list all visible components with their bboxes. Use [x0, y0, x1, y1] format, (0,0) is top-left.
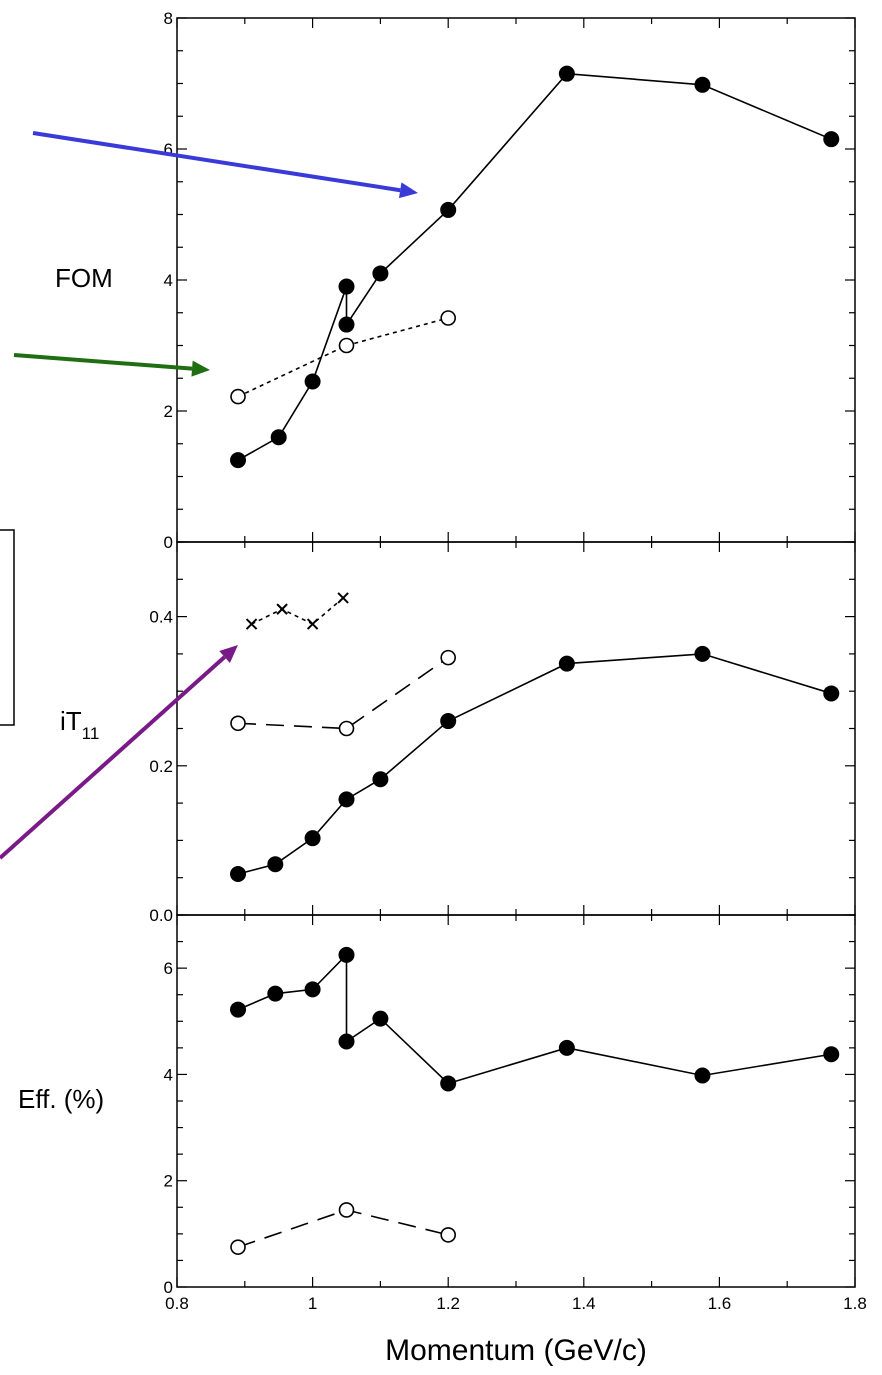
y-tick-label: 6 — [164, 140, 173, 159]
data-point-cross — [337, 592, 349, 604]
arrow-head — [219, 645, 238, 663]
data-point-open — [338, 720, 355, 737]
data-point-filled — [304, 830, 321, 847]
y-tick-label: 2 — [164, 402, 173, 421]
data-point-filled — [440, 201, 457, 218]
data-point-filled — [372, 1010, 389, 1027]
data-point-filled — [558, 655, 575, 672]
panel-1: 0 2 4 6 8 FOM — [55, 9, 856, 552]
arrow-shaft — [0, 655, 226, 860]
data-point-filled — [304, 373, 321, 390]
purple-arrow — [0, 645, 238, 860]
green-arrow — [13, 353, 210, 377]
y-tick-label: 0.4 — [149, 608, 173, 627]
panel-2: 0.0 0.2 0.4 iT11 — [60, 541, 856, 925]
arrow-head — [398, 182, 418, 199]
data-point-filled — [338, 946, 355, 963]
cross-stroke — [276, 603, 288, 615]
series-line — [237, 952, 832, 1085]
data-point-filled — [558, 1039, 575, 1056]
blue-arrow — [32, 131, 418, 199]
data-point-open — [338, 337, 355, 354]
x-tick-label: 1 — [308, 1294, 317, 1313]
plot-frame — [176, 914, 856, 1288]
data-point-filled — [558, 65, 575, 82]
cross-stroke — [245, 618, 258, 630]
data-point-filled — [267, 856, 284, 873]
data-point-filled — [230, 865, 247, 882]
y-tick-label: 0 — [164, 533, 173, 552]
data-point-cross — [245, 618, 258, 630]
x-tick-label: 1.4 — [572, 1294, 596, 1313]
y-tick-label: 0 — [164, 1278, 173, 1297]
data-point-open — [230, 1239, 246, 1255]
data-point-cross — [276, 603, 288, 615]
series-line — [237, 653, 832, 875]
data-point-open — [440, 649, 457, 666]
data-point-filled — [230, 1001, 247, 1018]
panel-3: 0 2 4 6 Eff. (%) 0.8 1 1.2 1.4 1.6 1.8 Momentum (Ge… — [18, 914, 867, 1367]
data-point-filled — [372, 265, 389, 282]
data-point-open — [440, 310, 457, 326]
series-line — [251, 597, 344, 626]
data-point-filled — [823, 685, 840, 702]
y-tick-label: 2 — [164, 1172, 173, 1191]
data-point-filled — [694, 645, 711, 662]
data-point-filled — [823, 131, 840, 148]
arrow-shaft — [13, 353, 193, 371]
data-point-filled — [338, 316, 355, 333]
x-tick-label: 1.2 — [436, 1294, 460, 1313]
data-point-filled — [267, 985, 284, 1002]
data-point-open — [338, 1202, 355, 1218]
data-point-filled — [338, 791, 355, 808]
x-tick-label: 1.8 — [843, 1294, 867, 1313]
data-point-filled — [823, 1046, 840, 1063]
series-line — [237, 656, 449, 730]
y-axis-label: Eff. (%) — [18, 1084, 104, 1114]
y-axis-label-subscript: 11 — [82, 724, 100, 743]
cross-stroke — [306, 618, 319, 630]
y-tick-label: 4 — [164, 271, 173, 290]
data-point-filled — [372, 771, 389, 788]
y-axis-label: iT11 — [60, 706, 99, 743]
y-axis-label: FOM — [55, 263, 113, 293]
x-tick-label: 1.6 — [708, 1294, 732, 1313]
data-point-filled — [230, 452, 247, 469]
data-point-open — [230, 388, 246, 405]
data-point-filled — [694, 1067, 711, 1084]
x-axis-label: Momentum (GeV/c) — [385, 1334, 647, 1367]
data-point-filled — [270, 429, 287, 446]
data-point-cross — [306, 618, 319, 630]
arrow-shaft — [32, 131, 401, 193]
data-point-filled — [694, 76, 711, 93]
data-point-filled — [338, 278, 355, 295]
data-point-filled — [304, 981, 321, 998]
y-tick-label: 0.2 — [149, 757, 173, 776]
y-tick-label: 8 — [164, 9, 173, 28]
data-point-filled — [338, 1033, 355, 1050]
series-line — [237, 72, 832, 461]
arrow-head — [191, 360, 210, 377]
data-point-filled — [440, 1075, 457, 1092]
y-tick-label: 6 — [164, 959, 173, 978]
data-point-open — [230, 715, 246, 732]
cropped-box-frame — [0, 529, 15, 726]
data-point-open — [440, 1227, 457, 1243]
y-tick-label: 4 — [164, 1065, 173, 1084]
data-point-filled — [440, 713, 457, 730]
plot-frame — [176, 17, 856, 543]
cross-stroke — [337, 592, 349, 604]
y-tick-label: 0.0 — [149, 906, 173, 925]
x-tick-label: 0.8 — [165, 1294, 189, 1313]
